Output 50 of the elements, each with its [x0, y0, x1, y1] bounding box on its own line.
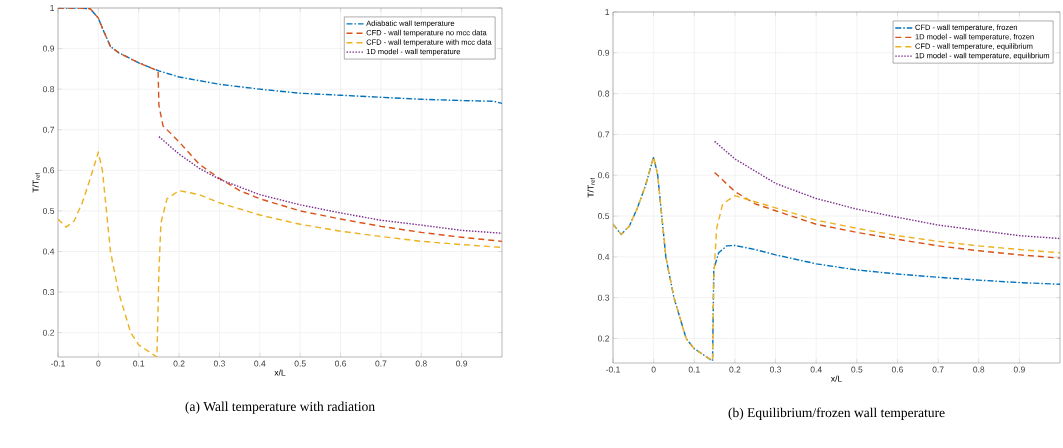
x-tick-label: 0.9 — [456, 360, 468, 367]
y-tick-label: 0.6 — [598, 172, 610, 179]
x-tick-label: 0.7 — [375, 360, 387, 367]
y-tick-label: 0.7 — [598, 131, 610, 138]
x-tick-label: 0.6 — [891, 366, 904, 373]
x-axis-title: x/L — [274, 369, 286, 376]
y-tick-label: 0.3 — [42, 289, 55, 296]
x-tick-label: 0.3 — [769, 366, 782, 373]
x-tick-label: 0.8 — [973, 366, 985, 373]
x-tick-label: 0.2 — [729, 366, 741, 373]
text: (a) Wall temperature with radiation — [185, 401, 375, 414]
line-series — [613, 156, 1061, 362]
x-tick-label: 0.4 — [254, 360, 266, 367]
y-tick-label: 0.5 — [42, 207, 55, 214]
x-tick-label: 0.5 — [294, 360, 306, 367]
x-axis-title: x/L — [830, 375, 842, 382]
x-tick-label: 0.3 — [213, 360, 225, 367]
y-axis-title: T/T$_{ref}$ — [32, 172, 40, 193]
x-tick-label: 0.2 — [173, 360, 185, 367]
y-tick-label: 0.4 — [598, 253, 610, 260]
y-tick-label: 0.5 — [598, 213, 610, 220]
y-tick-label: 0.7 — [42, 126, 55, 133]
x-tick-label: 0.4 — [810, 366, 822, 373]
x-tick-label: 0.1 — [133, 360, 145, 367]
y-tick-label: 0.2 — [42, 329, 55, 336]
y-tick-label: 0.3 — [598, 294, 610, 301]
x-tick-label: 0 — [651, 366, 656, 373]
y-tick-label: 0.9 — [42, 45, 55, 52]
text: (b) Equilibrium/frozen wall temperature — [728, 407, 945, 420]
x-tick-label: -0.1 — [606, 366, 620, 373]
y-tick-label: 0.8 — [42, 86, 55, 93]
y-tick-label: 0.8 — [598, 90, 610, 97]
y-tick-label: 0.2 — [598, 335, 610, 342]
y-tick-label: 1 — [605, 9, 610, 15]
y-tick-label: 0.6 — [42, 167, 55, 174]
x-tick-label: 0 — [96, 360, 101, 367]
x-tick-label: 0.9 — [1013, 366, 1025, 373]
x-tick-label: 0.6 — [334, 360, 347, 367]
y-tick-label: 1 — [50, 5, 55, 11]
x-tick-label: -0.1 — [51, 360, 65, 367]
x-tick-label: 0.1 — [688, 366, 700, 373]
y-axis-title: T/T$_{ref}$ — [587, 177, 595, 198]
x-tick-label: 0.7 — [932, 366, 944, 373]
y-tick-label: 0.4 — [42, 248, 55, 255]
line-series — [713, 171, 1061, 259]
x-tick-label: 0.8 — [415, 360, 427, 367]
x-tick-label: 0.5 — [851, 366, 863, 373]
y-tick-label: 0.9 — [598, 49, 610, 56]
line-series — [713, 140, 1061, 240]
line-series — [158, 135, 502, 234]
